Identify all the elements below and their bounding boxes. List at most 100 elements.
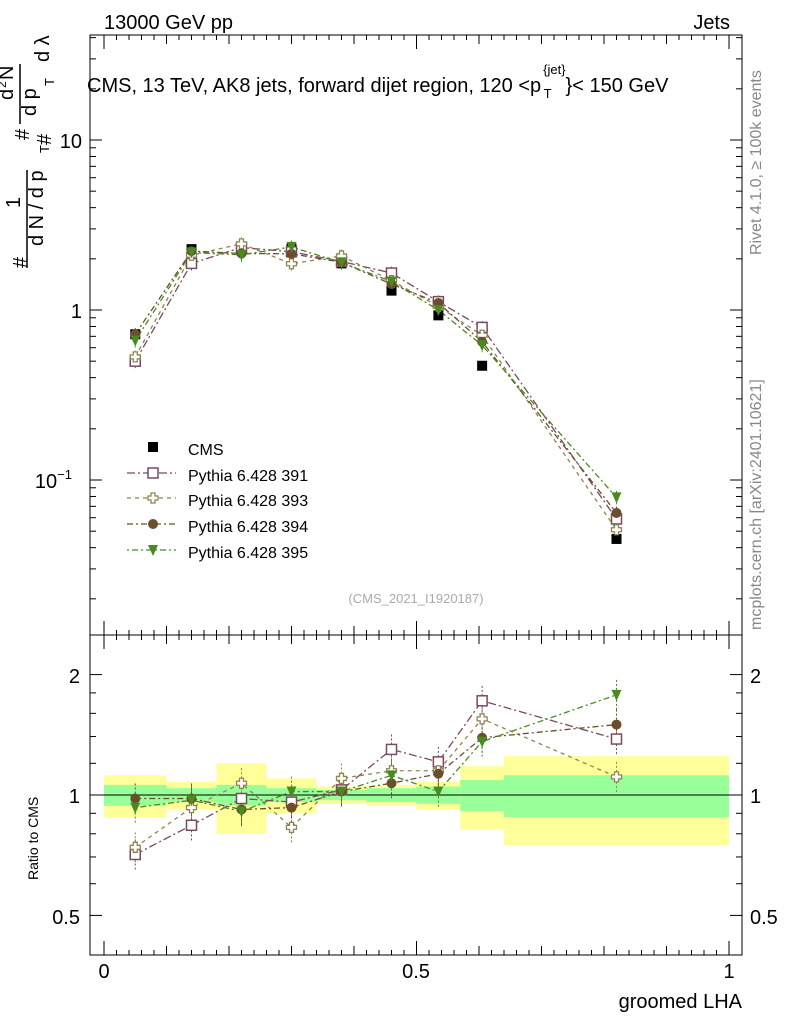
ylabel-one: 1 — [3, 197, 25, 208]
ylabel-dpT: d p — [19, 88, 41, 116]
ylabel-hash1: # — [10, 256, 32, 268]
legend-marker-p394 — [148, 519, 158, 529]
xtick-label-0.5: 0.5 — [402, 961, 430, 983]
ytick-label-10: 10 — [60, 131, 82, 153]
ratio-point-p391-2 — [235, 792, 248, 805]
mcplots-label: mcplots.cern.ch [arXiv:2401.10621] — [748, 379, 765, 630]
xtick-label-1: 1 — [723, 961, 734, 983]
ylabel-hash2: # — [34, 133, 56, 145]
ratio-ytick-1-right: 1 — [750, 786, 761, 808]
ylabel-N: N — [0, 66, 18, 80]
ratio-point-p394-5 — [386, 778, 397, 789]
plot-title-sub: T — [544, 86, 552, 101]
legend-marker-cms — [148, 442, 158, 452]
point-p393-8 — [610, 524, 623, 536]
point-p393-3 — [285, 258, 298, 270]
point-cms-7 — [477, 360, 488, 371]
ratio-point-p393-0 — [129, 841, 141, 853]
ratio-ytick-2-left: 2 — [69, 666, 80, 688]
point-p395-3 — [286, 241, 297, 253]
ratio-ytick-0.5-right: 0.5 — [750, 907, 778, 929]
ratio-point-p394-0 — [130, 793, 141, 804]
ratio-point-p394-3 — [286, 802, 297, 813]
legend-label-391: Pythia 6.428 391 — [188, 468, 308, 485]
ytick-label-0.1-exp: −1 — [57, 467, 72, 482]
ratio-point-p391-7 — [476, 695, 488, 707]
ratio-point-p393-3 — [285, 821, 298, 834]
ylabel-dN: d N / d p — [26, 170, 48, 246]
legend-marker-p393 — [147, 492, 159, 504]
ratio-point-p395-0 — [130, 802, 141, 814]
point-p395-7 — [477, 340, 488, 352]
legend-label-394: Pythia 6.428 394 — [188, 519, 308, 536]
ratio-point-p391-8 — [610, 733, 623, 745]
legend-label-cms: CMS — [188, 442, 224, 459]
plot-title-end: }< 150 GeV — [566, 75, 670, 97]
ytick-label-1: 1 — [71, 301, 82, 323]
line-p395 — [134, 246, 617, 498]
ratio-line-p394 — [135, 723, 617, 811]
ratio-point-p393-7 — [476, 713, 488, 725]
ratio-point-p395-4 — [336, 786, 347, 798]
ratio-line-p393 — [134, 718, 617, 848]
ratio-point-p393-8 — [610, 771, 623, 783]
ratio-point-p395-5 — [386, 770, 397, 782]
line-p394 — [134, 250, 618, 514]
band-inner-7 — [460, 780, 504, 812]
ratio-point-p391-5 — [385, 743, 398, 756]
ratio-uncertainty-bands — [104, 756, 729, 845]
ratio-point-p395-2 — [236, 806, 247, 818]
ratio-point-p395-8 — [611, 689, 622, 701]
ratio-line-p391 — [134, 700, 617, 856]
data-markers — [129, 238, 623, 861]
point-p395-2 — [236, 249, 247, 261]
legend-marker-p395 — [148, 545, 158, 556]
ratio-point-p395-1 — [186, 795, 197, 807]
ylabel-T: T — [37, 145, 52, 153]
ratio-point-p395-3 — [286, 786, 297, 798]
ratio-point-p394-8 — [611, 719, 622, 730]
ytick-label-0.1: 10−1 — [35, 467, 72, 493]
legend-label-395: Pythia 6.428 395 — [188, 545, 308, 562]
ylabel-d2N: d — [0, 89, 18, 100]
ylabel-T2: T — [42, 78, 57, 86]
point-p394-8 — [611, 507, 622, 518]
point-cms-5 — [386, 285, 397, 296]
ratio-point-p393-4 — [335, 772, 348, 785]
xtick-label-0: 0 — [98, 961, 109, 983]
legend-marker-p391 — [147, 467, 159, 479]
analysis-tag: (CMS_2021_I1920187) — [348, 591, 483, 606]
ratio-ytick-2-right: 2 — [750, 666, 761, 688]
ratio-ylabel: Ratio to CMS — [25, 797, 41, 880]
point-p395-8 — [611, 492, 622, 504]
legend: CMS Pythia 6.428 391 Pythia 6.428 393 Py… — [127, 442, 308, 562]
point-p393-0 — [129, 351, 141, 363]
ylabel-dl: d λ — [32, 35, 54, 62]
ratio-ytick-1-left: 1 — [69, 786, 80, 808]
ratio-point-p391-1 — [185, 819, 198, 832]
ratio-point-p393-1 — [185, 801, 198, 814]
point-p393-2 — [235, 238, 248, 250]
point-p394-3 — [286, 248, 297, 259]
plot-title-sup: {jet} — [543, 62, 566, 77]
point-cms-8 — [611, 533, 622, 544]
header-category: Jets — [693, 12, 730, 34]
rivet-label: Rivet 4.1.0, ≥ 100k events — [748, 70, 765, 255]
point-p395-0 — [130, 335, 141, 347]
plot-title: CMS, 13 TeV, AK8 jets, forward dijet reg… — [87, 62, 669, 101]
ratio-ytick-0.5-left: 0.5 — [52, 907, 80, 929]
point-p395-1 — [186, 247, 197, 259]
legend-label-393: Pythia 6.428 393 — [188, 493, 308, 510]
ratio-point-p393-2 — [235, 777, 248, 789]
ratio-point-p395-7 — [477, 736, 488, 748]
ratio-point-p395-6 — [433, 786, 444, 798]
plot-title-main: CMS, 13 TeV, AK8 jets, forward dijet reg… — [87, 75, 541, 97]
ylabel-two: 2 — [0, 81, 9, 88]
ylabel-hash3: # — [12, 128, 34, 140]
ratio-point-p394-6 — [433, 768, 444, 779]
xlabel: groomed LHA — [619, 991, 743, 1013]
header-energy: 13000 GeV pp — [104, 12, 233, 34]
axis-ticks — [90, 35, 742, 955]
point-p395-4 — [336, 257, 347, 269]
